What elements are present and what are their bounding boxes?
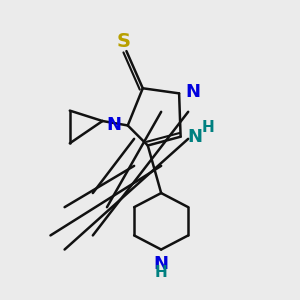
Text: H: H [202, 120, 215, 135]
Text: N: N [154, 255, 169, 273]
Text: H: H [155, 265, 167, 280]
Text: N: N [106, 116, 121, 134]
Text: N: N [187, 128, 202, 146]
Text: N: N [186, 83, 201, 101]
Text: S: S [117, 32, 131, 51]
